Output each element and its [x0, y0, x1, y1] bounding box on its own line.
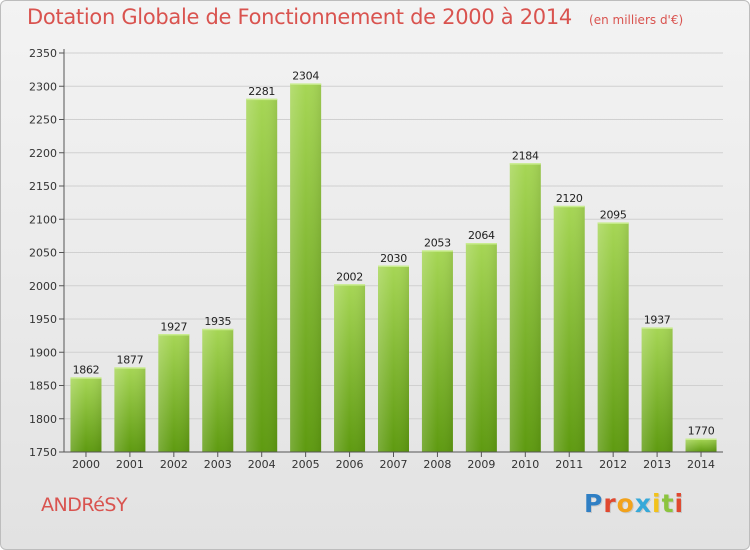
- data-label: 1770: [688, 425, 715, 438]
- brand-letter: i: [652, 489, 662, 518]
- y-tick-label: 2100: [29, 213, 57, 226]
- y-tick-label: 1750: [29, 446, 57, 459]
- brand-letter: r: [603, 489, 617, 518]
- data-label: 1877: [117, 354, 144, 367]
- y-tick-label: 2000: [29, 280, 57, 293]
- bar-shine: [70, 377, 102, 452]
- data-label: 1935: [204, 315, 231, 328]
- x-tick-label: 2014: [687, 458, 715, 471]
- data-label: 2184: [512, 149, 539, 162]
- bar-shine: [465, 243, 497, 452]
- bar-shine: [290, 83, 322, 452]
- bar-shine: [158, 334, 190, 452]
- y-tick-label: 1950: [29, 313, 57, 326]
- data-labels: 1862 1877 1927 1935 2281 2304 2002 2030 2053 2064…: [73, 70, 715, 438]
- data-label: 2002: [336, 270, 363, 283]
- x-tick-label: 2006: [336, 458, 364, 471]
- x-tick-label: 2013: [643, 458, 671, 471]
- x-tick-label: 2009: [467, 458, 495, 471]
- proxiti-logo: Proxiti: [584, 489, 684, 518]
- y-tick-label: 2150: [29, 180, 57, 193]
- data-label: 2030: [380, 252, 407, 265]
- x-tick-label: 2002: [160, 458, 188, 471]
- y-tick-label: 1800: [29, 413, 57, 426]
- data-label: 1927: [160, 320, 187, 333]
- bar-shine: [421, 250, 453, 452]
- data-label: 2304: [292, 70, 319, 83]
- brand-letter: i: [674, 489, 685, 518]
- chart-title: Dotation Globale de Fonctionnement de 20…: [27, 5, 572, 29]
- data-label: 2053: [424, 237, 451, 250]
- brand-letter: t: [661, 489, 675, 518]
- y-tick-label: 2300: [29, 80, 57, 93]
- data-label: 2281: [248, 85, 275, 98]
- bar-shine: [334, 284, 366, 452]
- x-tick-label: 2000: [72, 458, 100, 471]
- bar-shine: [509, 163, 541, 452]
- bars: [70, 83, 717, 452]
- data-label: 2120: [556, 192, 583, 205]
- axes: 1750 1800 1850 1900 1950 2000 2050 2100 2150 2200…: [29, 47, 723, 471]
- data-label: 1937: [644, 314, 671, 327]
- y-tick-label: 1850: [29, 380, 57, 393]
- x-tick-label: 2003: [204, 458, 232, 471]
- y-tick-label: 2350: [29, 47, 57, 60]
- bar-shine: [553, 205, 585, 452]
- brand-letter: P: [584, 489, 604, 518]
- bar-shine: [114, 367, 146, 452]
- bar-shine: [685, 438, 717, 452]
- x-tick-label: 2008: [423, 458, 451, 471]
- x-tick-label: 2004: [248, 458, 276, 471]
- x-tick-label: 2011: [555, 458, 583, 471]
- data-label: 2095: [600, 209, 627, 222]
- data-label: 2064: [468, 229, 495, 242]
- y-tick-label: 2200: [29, 147, 57, 160]
- bar-shine: [378, 265, 409, 452]
- x-tick-label: 2001: [116, 458, 144, 471]
- bar-shine: [246, 98, 278, 452]
- y-tick-label: 2050: [29, 247, 57, 260]
- location-label: ANDRéSY: [41, 494, 128, 516]
- x-tick-label: 2007: [380, 458, 408, 471]
- x-tick-label: 2012: [599, 458, 627, 471]
- brand-letter: x: [634, 489, 652, 518]
- chart-subtitle: (en milliers d'€): [589, 13, 684, 27]
- y-tick-label: 1900: [29, 346, 57, 359]
- x-tick-label: 2010: [511, 458, 539, 471]
- data-label: 1862: [73, 364, 100, 377]
- title-row: Dotation Globale de Fonctionnement de 20…: [27, 5, 683, 29]
- y-tick-label: 2250: [29, 114, 57, 127]
- bar-shine: [202, 328, 234, 452]
- bar-shine: [597, 222, 629, 452]
- x-tick-label: 2005: [292, 458, 320, 471]
- brand-letter: o: [616, 489, 635, 518]
- bar-shine: [641, 327, 673, 452]
